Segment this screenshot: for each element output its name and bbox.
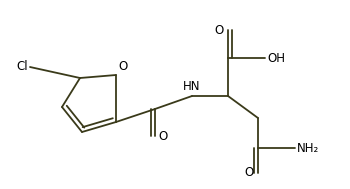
Text: NH₂: NH₂ — [297, 142, 319, 154]
Text: OH: OH — [267, 51, 285, 64]
Text: O: O — [118, 60, 127, 73]
Text: O: O — [215, 23, 224, 36]
Text: O: O — [158, 129, 167, 143]
Text: O: O — [245, 167, 254, 180]
Text: Cl: Cl — [16, 60, 28, 74]
Text: HN: HN — [183, 80, 201, 93]
